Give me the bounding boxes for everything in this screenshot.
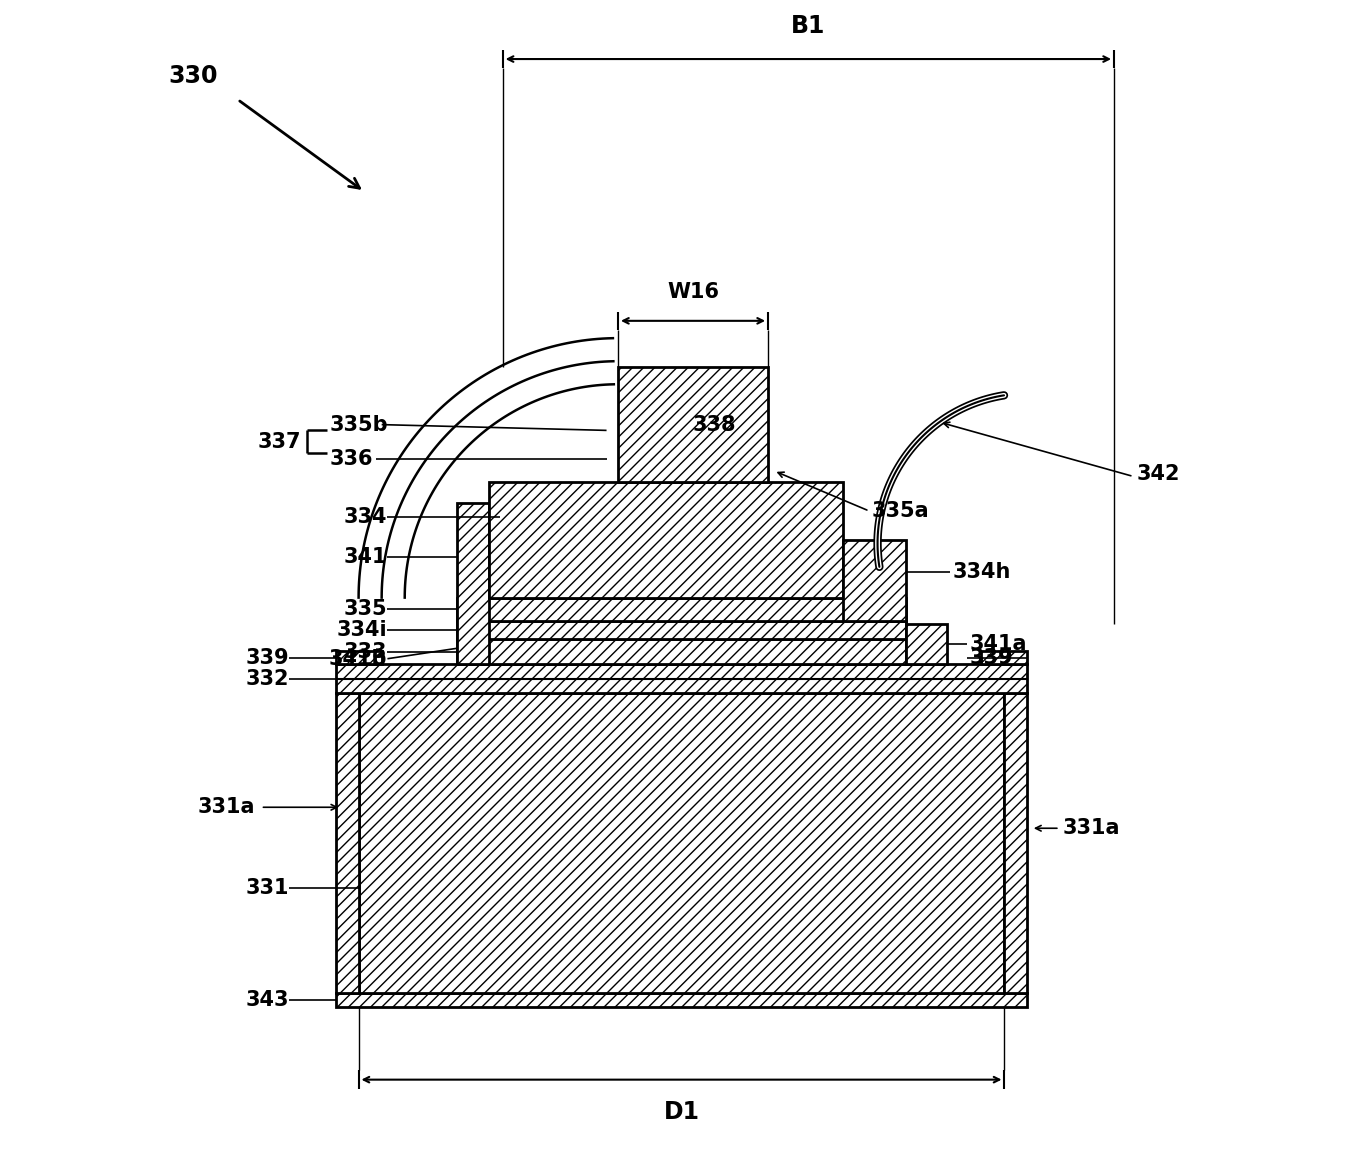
Text: 342: 342 bbox=[1137, 465, 1180, 484]
Text: D1: D1 bbox=[664, 1101, 699, 1125]
Text: 343: 343 bbox=[245, 990, 289, 1010]
Bar bbox=[457, 598, 906, 621]
Text: 331a: 331a bbox=[198, 798, 255, 817]
Text: 333: 333 bbox=[343, 642, 387, 661]
Bar bbox=[1005, 694, 1028, 993]
Text: 341a: 341a bbox=[970, 635, 1028, 654]
Bar bbox=[457, 621, 906, 639]
Text: 335a: 335a bbox=[872, 501, 930, 521]
Text: 339: 339 bbox=[970, 647, 1014, 667]
Text: 332: 332 bbox=[245, 669, 289, 689]
Text: 336: 336 bbox=[330, 450, 373, 469]
Text: 330: 330 bbox=[168, 65, 218, 88]
Bar bbox=[457, 639, 906, 665]
Text: 335b: 335b bbox=[330, 415, 388, 435]
Bar bbox=[489, 482, 842, 598]
Bar bbox=[906, 624, 947, 665]
Bar bbox=[335, 665, 1028, 694]
Text: 331a: 331a bbox=[1062, 818, 1119, 838]
Text: W16: W16 bbox=[667, 282, 720, 303]
Text: 334i: 334i bbox=[337, 620, 387, 640]
Bar bbox=[617, 366, 767, 482]
Text: 341b: 341b bbox=[328, 649, 387, 668]
Text: 334: 334 bbox=[343, 506, 387, 527]
Bar bbox=[981, 651, 1028, 665]
Bar bbox=[335, 694, 358, 993]
Bar bbox=[457, 503, 489, 665]
Bar bbox=[842, 540, 906, 621]
Text: 338: 338 bbox=[692, 415, 736, 435]
Bar bbox=[335, 651, 382, 665]
Text: 337: 337 bbox=[258, 432, 301, 452]
Text: B1: B1 bbox=[791, 14, 826, 38]
Text: 335: 335 bbox=[343, 599, 387, 620]
Bar bbox=[358, 694, 1005, 993]
Text: 339: 339 bbox=[245, 647, 289, 667]
Text: 331: 331 bbox=[245, 879, 289, 898]
Bar bbox=[335, 993, 1028, 1007]
Text: 334h: 334h bbox=[953, 562, 1011, 583]
Text: 341: 341 bbox=[343, 547, 387, 568]
